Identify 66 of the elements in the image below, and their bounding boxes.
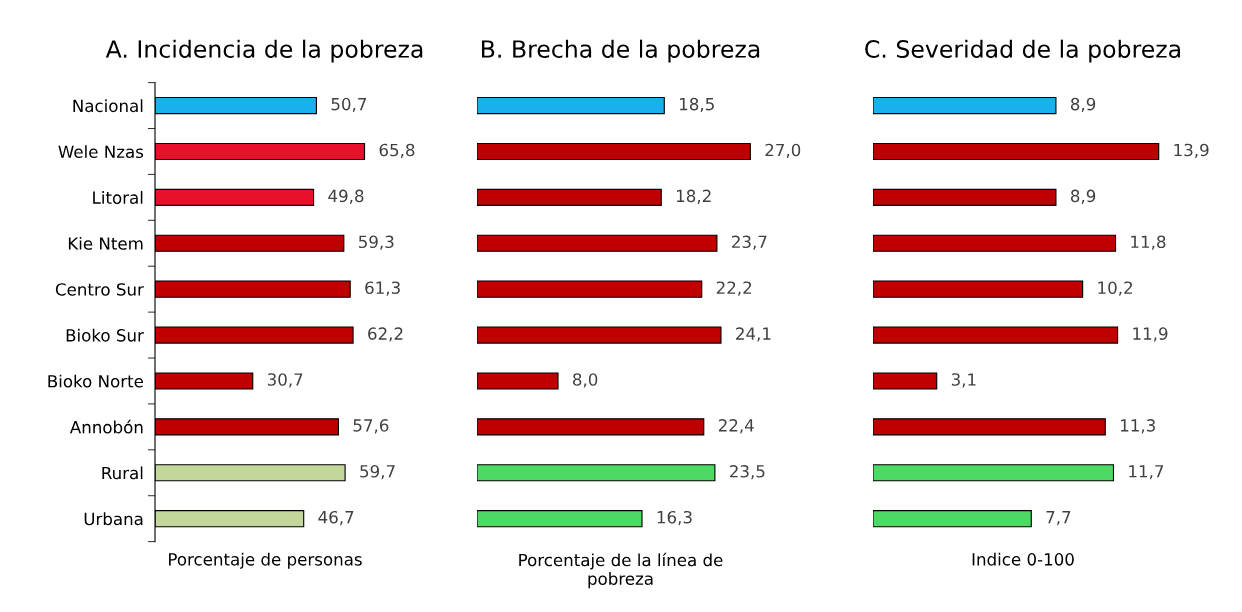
data-label: 23,7: [732, 235, 767, 250]
y-tick-label: Wele Nzas: [58, 145, 144, 159]
data-label: 18,2: [676, 189, 711, 204]
bar: [477, 188, 662, 206]
data-label: 61,3: [365, 281, 400, 296]
bar: [477, 464, 716, 482]
data-label: 10,2: [1098, 281, 1132, 296]
x-axis-title: Porcentaje de personas: [169, 552, 362, 569]
bar: [873, 326, 1119, 344]
data-label: 3,1: [951, 373, 976, 388]
chart-title: B. Brecha de la pobreza: [482, 39, 760, 63]
y-tick-label: Centro Sur: [55, 283, 144, 296]
data-label: 8,0: [573, 373, 598, 388]
y-tick-label: Urbana: [84, 512, 143, 526]
data-label: 23,5: [730, 465, 765, 480]
data-label: 22,4: [718, 419, 754, 434]
data-label: 16,3: [657, 510, 692, 526]
chart-title: A. Incidencia de la pobreza: [105, 39, 423, 63]
bar: [477, 234, 718, 252]
bar: [477, 96, 665, 115]
bar: [873, 464, 1115, 482]
data-label: 46,7: [318, 510, 354, 526]
chart-title: C. Severidad de la pobreza: [865, 39, 1180, 63]
bar: [873, 372, 938, 390]
bar: [873, 510, 1032, 528]
data-label: 18,5: [680, 97, 714, 113]
x-axis-title: Porcentaje de la línea de pobreza: [519, 552, 723, 589]
data-label: 27,0: [765, 143, 801, 159]
x-axis-title: Indice 0-100: [972, 552, 1074, 566]
y-tick-label: Bioko Sur: [66, 328, 144, 342]
data-label: 11,7: [1129, 465, 1164, 480]
data-label: 8,9: [1070, 189, 1096, 204]
y-tick-label: Annobón: [69, 419, 143, 434]
y-tick-label: Kie Ntem: [68, 236, 143, 250]
data-label: 22,2: [716, 281, 752, 296]
bar: [477, 418, 705, 436]
bar: [477, 280, 703, 298]
data-label: 57,6: [353, 419, 389, 434]
data-label: 30,7: [267, 373, 303, 388]
data-label: 59,7: [360, 465, 395, 480]
bar: [873, 188, 1057, 206]
data-label: 59,3: [359, 235, 394, 250]
data-label: 8,9: [1070, 97, 1096, 113]
data-label: 11,3: [1120, 419, 1155, 434]
data-label: 62,2: [368, 327, 403, 342]
data-label: 65,8: [379, 143, 415, 159]
bar: [477, 372, 559, 390]
bar: [873, 280, 1084, 298]
data-label: 49,8: [328, 189, 364, 204]
y-tick-label: Nacional: [73, 99, 143, 113]
data-label: 50,7: [331, 97, 367, 113]
y-tick-label: Bioko Norte: [48, 374, 143, 388]
data-label: 13,9: [1174, 143, 1209, 159]
bar: [873, 234, 1117, 252]
bar: [477, 510, 643, 528]
bar: [873, 96, 1057, 115]
bar: [477, 142, 751, 161]
data-label: 11,8: [1131, 235, 1166, 250]
y-tick-label: Litoral: [93, 191, 143, 204]
bar: [873, 418, 1106, 436]
bar: [477, 326, 722, 344]
data-label: 24,1: [736, 327, 771, 342]
bar: [873, 142, 1160, 161]
y-tick-label: Rural: [102, 466, 143, 480]
data-label: 7,7: [1046, 511, 1071, 526]
data-label: 11,9: [1133, 327, 1168, 342]
